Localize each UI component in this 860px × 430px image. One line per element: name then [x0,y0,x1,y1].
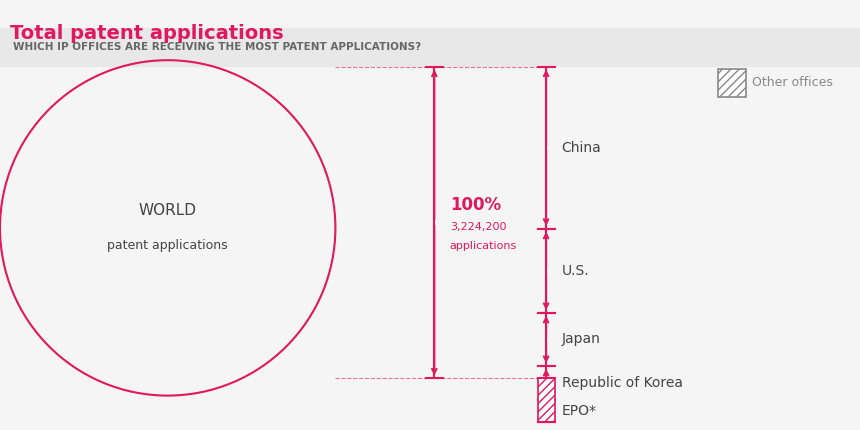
Text: China: China [562,141,601,155]
Text: EPO*: EPO* [562,404,597,418]
Text: WHICH IP OFFICES ARE RECEIVING THE MOST PATENT APPLICATIONS?: WHICH IP OFFICES ARE RECEIVING THE MOST … [13,42,421,52]
Bar [718,69,746,97]
Text: 3,224,200: 3,224,200 [450,222,507,232]
Text: Japan: Japan [562,332,600,347]
Text: U.S.: U.S. [562,264,589,278]
Text: WORLD: WORLD [138,203,197,218]
Bar [0,28,860,67]
Text: applications: applications [450,241,517,251]
Text: patent applications: patent applications [108,239,228,252]
Bar [538,378,555,422]
Text: Republic of Korea: Republic of Korea [562,376,683,390]
Text: Total patent applications: Total patent applications [10,24,284,43]
Text: Other offices: Other offices [752,77,833,89]
Text: 100%: 100% [450,197,501,214]
